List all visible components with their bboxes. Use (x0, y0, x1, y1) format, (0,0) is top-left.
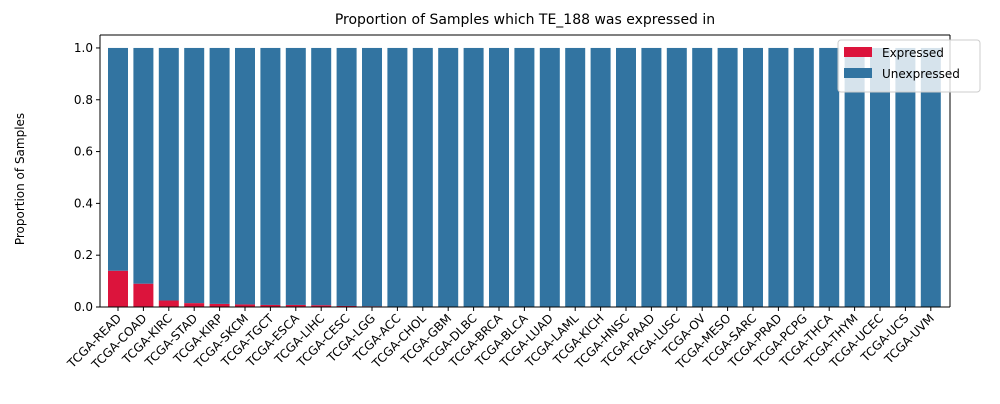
bar-unexpressed-tcga-esca (285, 47, 306, 305)
bar-unexpressed-tcga-cesc (336, 47, 357, 306)
bar-unexpressed-tcga-thca (819, 47, 840, 307)
bar-unexpressed-tcga-read (108, 47, 128, 271)
bars-layer (108, 47, 941, 307)
bar-unexpressed-tcga-lusc (666, 47, 687, 307)
bar-expressed-tcga-read (108, 270, 128, 307)
legend-label-unexpressed: Unexpressed (882, 67, 960, 81)
bar-unexpressed-tcga-luad (539, 47, 560, 307)
bar-expressed-tcga-coad (133, 283, 154, 307)
bar-expressed-tcga-tgct (260, 304, 281, 307)
y-tick-label: 0.8 (74, 93, 93, 107)
bar-unexpressed-tcga-tgct (260, 47, 281, 305)
bar-unexpressed-tcga-skcm (235, 47, 255, 305)
y-tick-label: 0.0 (74, 300, 93, 314)
bar-unexpressed-tcga-prad (768, 47, 789, 307)
bar-unexpressed-tcga-ucs (895, 47, 916, 307)
bar-unexpressed-tcga-laml (565, 47, 586, 307)
bar-unexpressed-tcga-coad (133, 47, 154, 284)
bar-expressed-tcga-lihc (311, 305, 332, 307)
bar-unexpressed-tcga-ucec (870, 47, 890, 307)
bar-expressed-tcga-esca (285, 304, 306, 307)
bar-unexpressed-tcga-stad (184, 47, 205, 304)
bar-expressed-tcga-kirp (209, 303, 230, 307)
bar-unexpressed-tcga-paad (641, 47, 662, 307)
bar-expressed-tcga-kirc (158, 300, 179, 307)
bar-unexpressed-tcga-thym (844, 47, 865, 307)
bar-unexpressed-tcga-pcpg (793, 47, 814, 307)
chart-title: Proportion of Samples which TE_188 was e… (335, 12, 715, 28)
bar-unexpressed-tcga-lihc (311, 47, 332, 306)
y-tick-label: 1.0 (74, 41, 93, 55)
bar-unexpressed-tcga-kich (590, 47, 611, 307)
legend-swatch-expressed (844, 47, 872, 57)
legend-label-expressed: Expressed (882, 46, 944, 60)
y-axis-label: Proportion of Samples (13, 113, 27, 245)
bar-unexpressed-tcga-meso (717, 47, 738, 307)
bar-unexpressed-tcga-ov (692, 47, 713, 307)
bar-unexpressed-tcga-chol (412, 47, 433, 307)
bar-unexpressed-tcga-kirp (209, 47, 230, 304)
legend-box (837, 39, 981, 93)
bar-unexpressed-tcga-gbm (438, 47, 459, 307)
legend: Expressed Unexpressed (837, 39, 981, 93)
bar-unexpressed-tcga-acc (387, 47, 408, 307)
bar-expressed-tcga-skcm (235, 304, 255, 307)
bar-unexpressed-tcga-hnsc (616, 47, 636, 307)
bar-expressed-tcga-cesc (336, 305, 357, 307)
bar-unexpressed-tcga-lgg (362, 47, 382, 307)
bar-unexpressed-tcga-blca (514, 47, 535, 307)
y-tick-label: 0.2 (74, 248, 93, 262)
bar-unexpressed-tcga-kirc (158, 47, 179, 301)
legend-swatch-unexpressed (844, 68, 872, 78)
y-tick-label: 0.4 (74, 196, 93, 210)
bar-expressed-tcga-stad (184, 303, 205, 307)
bar-unexpressed-tcga-sarc (743, 47, 763, 307)
bar-unexpressed-tcga-uvm (920, 47, 941, 307)
bar-unexpressed-tcga-dlbc (463, 47, 484, 307)
bar-unexpressed-tcga-brca (489, 47, 509, 307)
y-tick-label: 0.6 (74, 145, 93, 159)
